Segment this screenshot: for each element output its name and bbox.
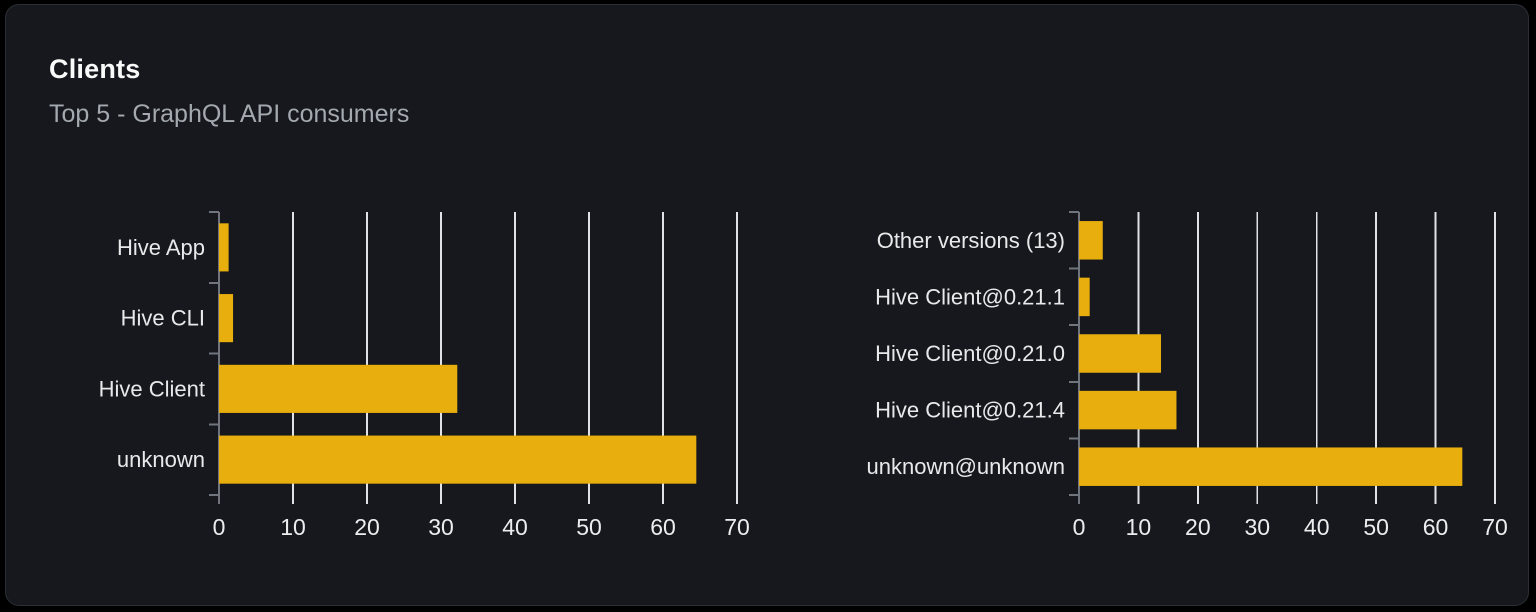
card-title: Clients (49, 54, 141, 84)
bar-unknown (219, 435, 697, 484)
category-label: unknown (117, 447, 205, 472)
clients-by-version-bar-chart: Other versions (13) Hive Client@0.21.1 Hiv… (867, 211, 1508, 540)
category-label: Hive Client@0.21.1 (875, 284, 1065, 309)
bar-hive-client-0-21-1 (1079, 277, 1090, 317)
x-tick-label: 30 (428, 514, 454, 540)
x-tick-label: 50 (576, 514, 602, 540)
category-label: Hive Client (99, 376, 205, 401)
category-label: Hive App (117, 235, 205, 260)
x-tick-label: 70 (724, 514, 750, 540)
bar-unknown-unknown (1079, 447, 1463, 486)
bar-hive-app (219, 223, 229, 272)
x-tick-label: 0 (1073, 514, 1086, 540)
x-tick-label: 20 (1185, 514, 1211, 540)
bar-other-versions-13- (1079, 221, 1103, 260)
x-tick-label: 20 (354, 514, 380, 540)
category-label: Hive Client@0.21.0 (875, 341, 1065, 366)
clients-card: Clients Top 5 - GraphQL API consumers Hi… (5, 4, 1529, 606)
bar-hive-client-0-21-0 (1079, 334, 1162, 373)
bar-hive-client (219, 364, 458, 413)
card-subtitle: Top 5 - GraphQL API consumers (49, 100, 410, 128)
category-label: Hive Client@0.21.4 (875, 398, 1065, 423)
x-tick-label: 60 (650, 514, 676, 540)
x-tick-label: 40 (1304, 514, 1330, 540)
x-tick-label: 30 (1244, 514, 1270, 540)
clients-by-name-bar-chart: Hive App Hive CLI Hive Client unknown 0 10 20 3… (99, 211, 750, 540)
x-tick-label: 60 (1423, 514, 1449, 540)
x-tick-label: 10 (280, 514, 306, 540)
x-tick-label: 0 (213, 514, 226, 540)
x-tick-label: 70 (1482, 514, 1508, 540)
category-label: Other versions (13) (877, 228, 1065, 253)
category-label: Hive CLI (121, 306, 205, 331)
category-label: unknown@unknown (867, 454, 1065, 479)
bar-hive-client-0-21-4 (1079, 390, 1177, 430)
x-tick-label: 10 (1126, 514, 1152, 540)
x-tick-label: 50 (1363, 514, 1389, 540)
x-tick-label: 40 (502, 514, 528, 540)
bar-hive-cli (219, 294, 234, 343)
